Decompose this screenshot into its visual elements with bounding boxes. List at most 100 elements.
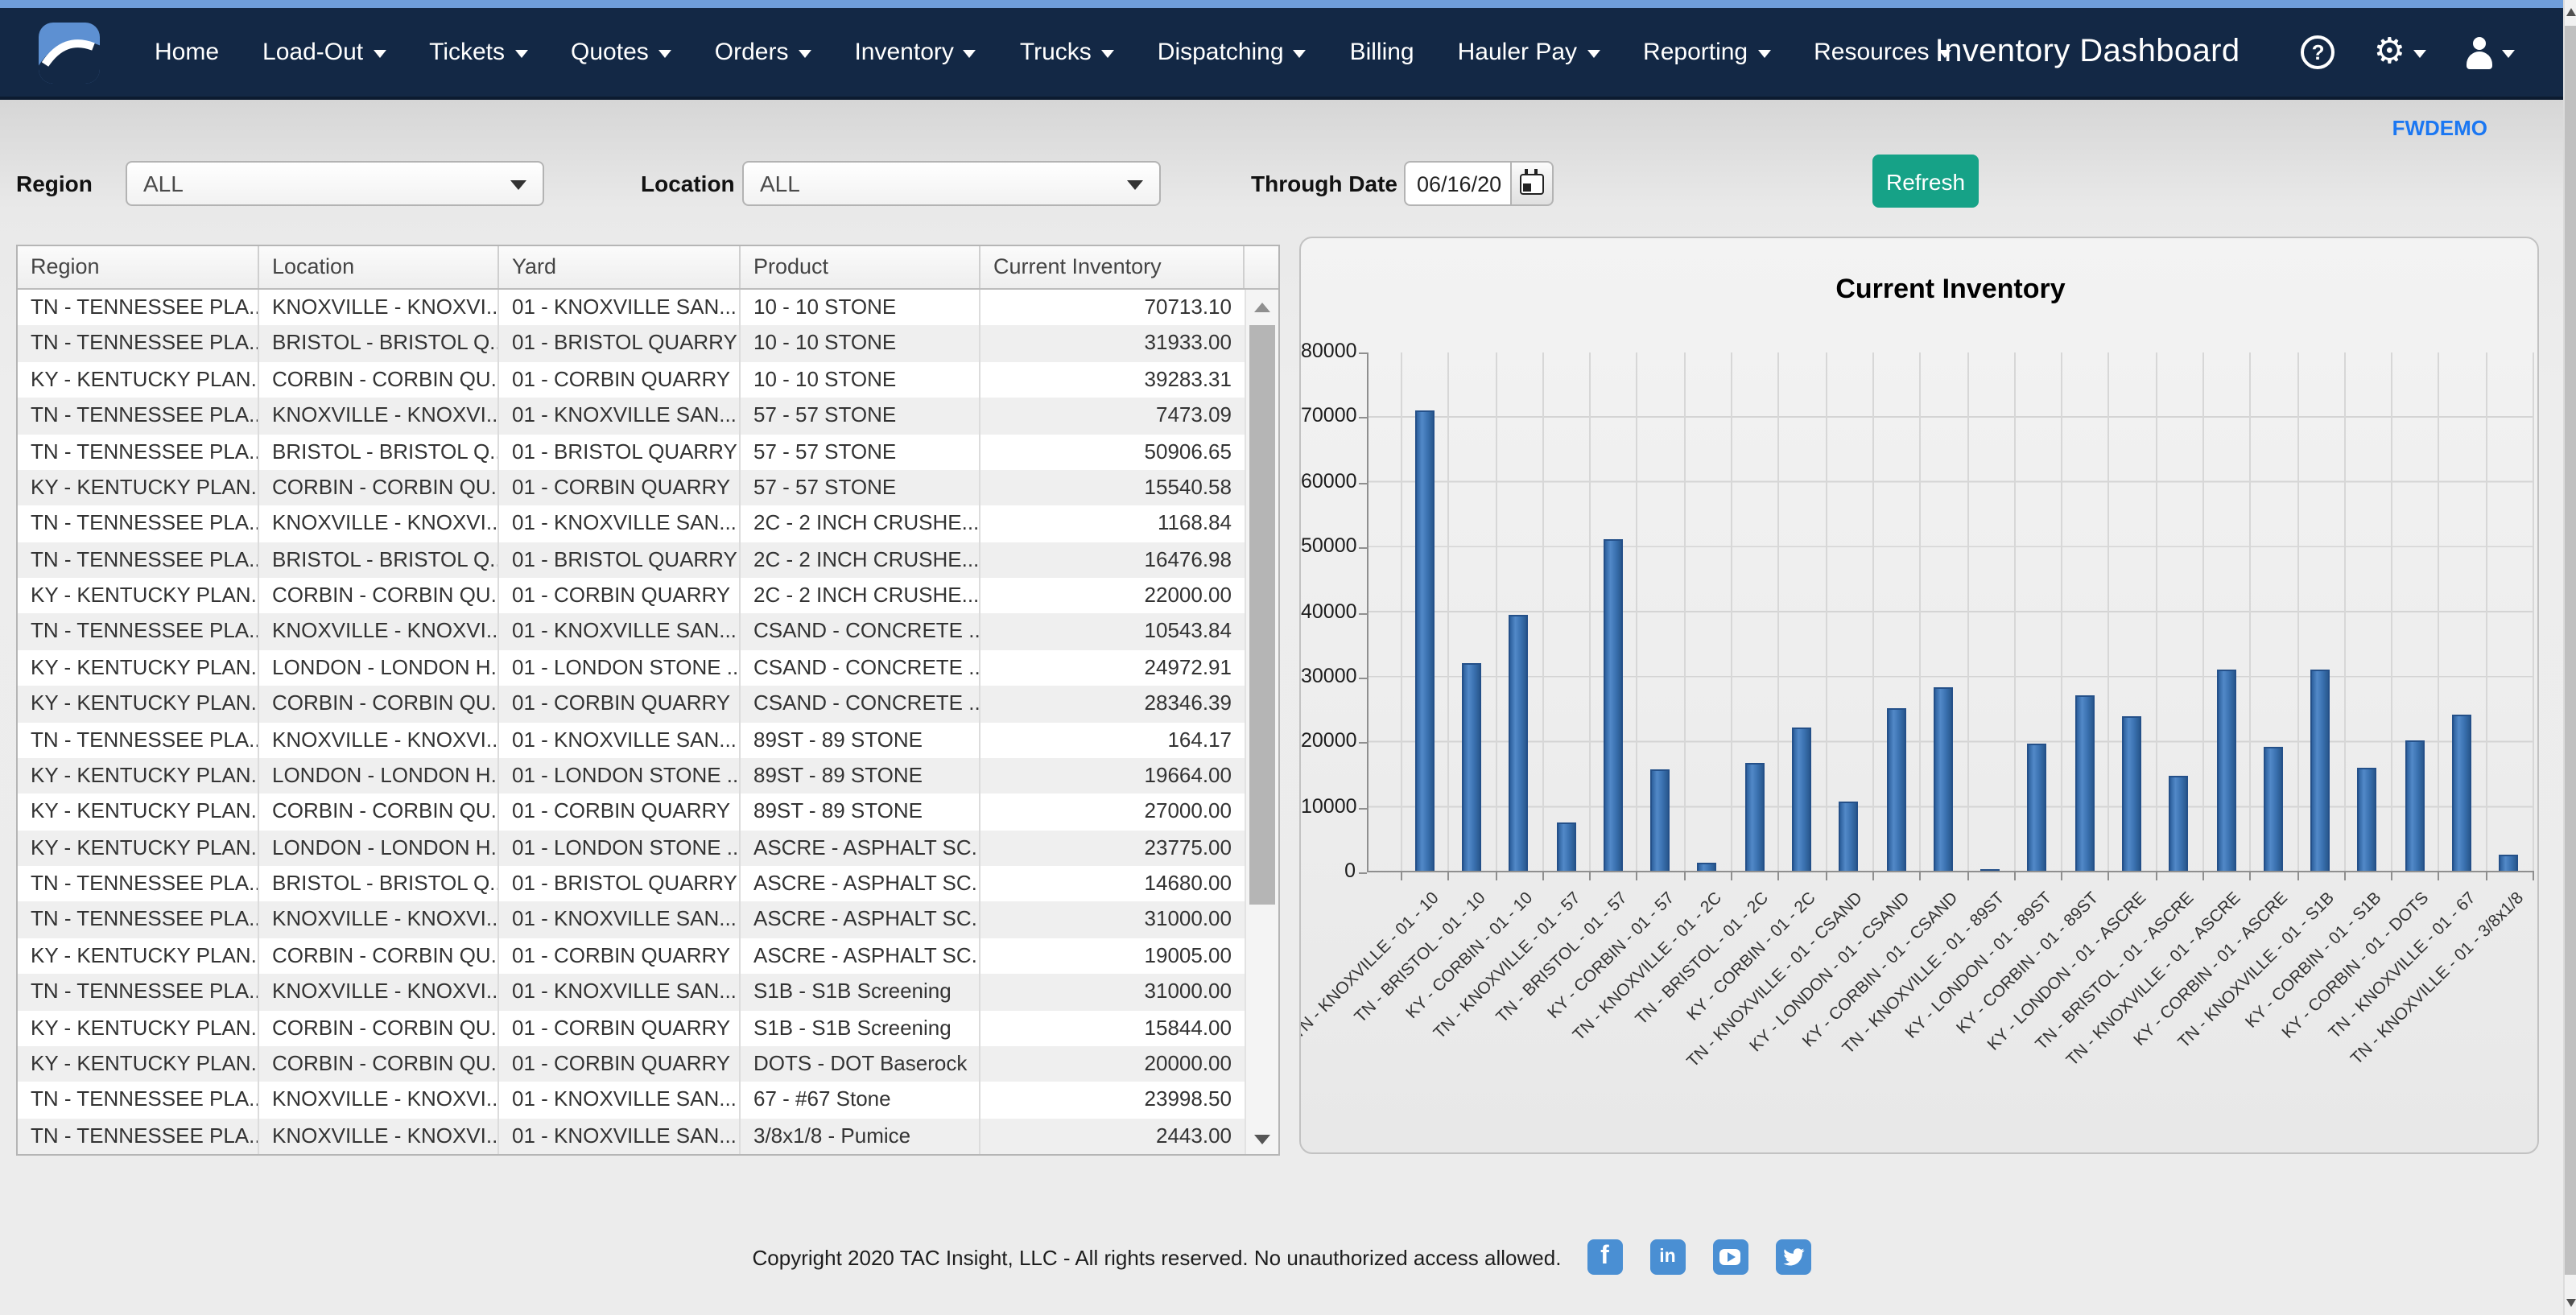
through-date-input[interactable]: [1404, 161, 1510, 206]
chart-bar[interactable]: [2074, 695, 2094, 871]
cell-location: KNOXVILLE - KNOXVI...: [259, 290, 499, 326]
nav-item-resources[interactable]: Resources: [1814, 39, 1951, 66]
gridline-vertical: [2533, 352, 2534, 871]
chart-bar[interactable]: [1698, 863, 1717, 871]
y-axis-label: 80000: [1301, 340, 1356, 362]
nav-item-tickets[interactable]: Tickets: [429, 39, 527, 66]
chart-bar[interactable]: [2405, 740, 2425, 871]
date-picker-button[interactable]: [1510, 161, 1554, 206]
twitter-icon[interactable]: [1775, 1239, 1810, 1275]
cell-yard: 01 - KNOXVILLE SAN...: [499, 902, 741, 938]
column-header-current-inventory[interactable]: Current Inventory: [980, 246, 1245, 288]
nav-item-orders[interactable]: Orders: [715, 39, 811, 66]
nav-item-dispatching[interactable]: Dispatching: [1158, 39, 1307, 66]
region-select[interactable]: ALL: [126, 161, 544, 206]
table-row[interactable]: KY - KENTUCKY PLAN...LONDON - LONDON H..…: [18, 830, 1245, 866]
table-row[interactable]: TN - TENNESSEE PLA...KNOXVILLE - KNOXVI.…: [18, 290, 1245, 326]
linkedin-icon[interactable]: in: [1649, 1239, 1685, 1275]
table-row[interactable]: TN - TENNESSEE PLA...KNOXVILLE - KNOXVI.…: [18, 398, 1245, 434]
column-header-location[interactable]: Location: [259, 246, 499, 288]
table-row[interactable]: TN - TENNESSEE PLA...KNOXVILLE - KNOXVI.…: [18, 722, 1245, 758]
chart-bar[interactable]: [2264, 747, 2283, 871]
chart-plot-area: [1367, 352, 2534, 872]
cell-location: CORBIN - CORBIN QU...: [259, 470, 499, 506]
nav-item-label: Tickets: [429, 39, 505, 66]
table-row[interactable]: TN - TENNESSEE PLA...KNOXVILLE - KNOXVI.…: [18, 614, 1245, 650]
nav-item-reporting[interactable]: Reporting: [1643, 39, 1770, 66]
nav-item-billing[interactable]: Billing: [1350, 39, 1414, 66]
scroll-up-icon[interactable]: [2566, 8, 2575, 16]
page-scrollbar-thumb[interactable]: [2565, 26, 2576, 1275]
scroll-down-icon[interactable]: [1254, 1135, 1270, 1144]
table-row[interactable]: KY - KENTUCKY PLAN...CORBIN - CORBIN QU.…: [18, 1046, 1245, 1082]
chart-bar[interactable]: [1414, 410, 1434, 871]
chart-bar[interactable]: [1509, 615, 1528, 871]
chart-bar[interactable]: [1744, 763, 1764, 871]
table-row[interactable]: KY - KENTUCKY PLAN...CORBIN - CORBIN QU.…: [18, 1010, 1245, 1046]
chart-bar[interactable]: [1792, 728, 1811, 871]
table-row[interactable]: TN - TENNESSEE PLA...KNOXVILLE - KNOXVI.…: [18, 902, 1245, 938]
settings-menu[interactable]: [2374, 35, 2426, 70]
table-row[interactable]: TN - TENNESSEE PLA...BRISTOL - BRISTOL Q…: [18, 866, 1245, 902]
table-row[interactable]: TN - TENNESSEE PLA...KNOXVILLE - KNOXVI.…: [18, 1118, 1245, 1154]
chart-bar[interactable]: [1650, 769, 1670, 871]
table-row[interactable]: KY - KENTUCKY PLAN...CORBIN - CORBIN QU.…: [18, 578, 1245, 614]
table-row[interactable]: TN - TENNESSEE PLA...KNOXVILLE - KNOXVI.…: [18, 1082, 1245, 1119]
nav-item-quotes[interactable]: Quotes: [571, 39, 671, 66]
chart-bar[interactable]: [1980, 869, 2000, 871]
chart-bar[interactable]: [2500, 855, 2519, 871]
table-row[interactable]: KY - KENTUCKY PLAN...CORBIN - CORBIN QU.…: [18, 686, 1245, 722]
chart-bar[interactable]: [2122, 716, 2141, 871]
chart-bar[interactable]: [1839, 802, 1859, 871]
nav-item-home[interactable]: Home: [155, 39, 219, 66]
table-row[interactable]: TN - TENNESSEE PLA...BRISTOL - BRISTOL Q…: [18, 326, 1245, 362]
chart-bar[interactable]: [2216, 670, 2235, 871]
chart-bar[interactable]: [2358, 768, 2377, 871]
chart-bar[interactable]: [1886, 708, 1905, 871]
table-row[interactable]: TN - TENNESSEE PLA...BRISTOL - BRISTOL Q…: [18, 542, 1245, 578]
table-row[interactable]: KY - KENTUCKY PLAN...LONDON - LONDON H..…: [18, 758, 1245, 794]
column-header-product[interactable]: Product: [741, 246, 980, 288]
table-row[interactable]: TN - TENNESSEE PLA...BRISTOL - BRISTOL Q…: [18, 434, 1245, 470]
x-axis-tick: [2250, 872, 2252, 880]
table-row[interactable]: KY - KENTUCKY PLAN...CORBIN - CORBIN QU.…: [18, 470, 1245, 506]
table-scrollbar[interactable]: [1245, 290, 1278, 1154]
chart-bar[interactable]: [1462, 663, 1481, 871]
chart-bar[interactable]: [1556, 822, 1575, 871]
refresh-button[interactable]: Refresh: [1872, 155, 1979, 208]
table-row[interactable]: KY - KENTUCKY PLAN...LONDON - LONDON H..…: [18, 650, 1245, 686]
facebook-icon[interactable]: f: [1587, 1239, 1622, 1275]
account-link[interactable]: FWDEMO: [2392, 116, 2487, 140]
help-icon[interactable]: ?: [2301, 35, 2335, 69]
chart-bar[interactable]: [2452, 715, 2471, 871]
y-axis-label: 60000: [1301, 470, 1356, 493]
chart-bar[interactable]: [1934, 687, 1953, 871]
column-header-region[interactable]: Region: [18, 246, 259, 288]
cell-product: 10 - 10 STONE: [741, 362, 980, 398]
scroll-down-icon[interactable]: [2566, 1299, 2575, 1307]
nav-item-label: Billing: [1350, 39, 1414, 66]
location-select[interactable]: ALL: [742, 161, 1161, 206]
chart-bar[interactable]: [2169, 776, 2189, 871]
table-row[interactable]: TN - TENNESSEE PLA...KNOXVILLE - KNOXVI.…: [18, 974, 1245, 1010]
nav-item-hauler-pay[interactable]: Hauler Pay: [1458, 39, 1600, 66]
table-row[interactable]: KY - KENTUCKY PLAN...CORBIN - CORBIN QU.…: [18, 362, 1245, 398]
page-scrollbar[interactable]: [2563, 0, 2576, 1315]
user-menu[interactable]: [2465, 36, 2515, 68]
table-row[interactable]: TN - TENNESSEE PLA...KNOXVILLE - KNOXVI.…: [18, 506, 1245, 542]
column-header-yard[interactable]: Yard: [499, 246, 741, 288]
table-row[interactable]: KY - KENTUCKY PLAN...CORBIN - CORBIN QU.…: [18, 938, 1245, 975]
x-axis-tick: [1637, 872, 1638, 880]
nav-item-load-out[interactable]: Load-Out: [262, 39, 386, 66]
youtube-icon[interactable]: [1712, 1239, 1748, 1275]
chart-bar[interactable]: [2028, 744, 2047, 871]
chart-bar[interactable]: [2310, 670, 2330, 871]
chart-bar[interactable]: [1604, 539, 1623, 871]
table-row[interactable]: KY - KENTUCKY PLAN...CORBIN - CORBIN QU.…: [18, 794, 1245, 831]
table-scrollbar-thumb[interactable]: [1249, 325, 1275, 905]
nav-item-trucks[interactable]: Trucks: [1020, 39, 1114, 66]
scroll-up-icon[interactable]: [1254, 303, 1270, 312]
fast-weigh-logo[interactable]: [39, 23, 100, 84]
logo-swoosh-icon: [39, 23, 100, 84]
nav-item-inventory[interactable]: Inventory: [854, 39, 976, 66]
